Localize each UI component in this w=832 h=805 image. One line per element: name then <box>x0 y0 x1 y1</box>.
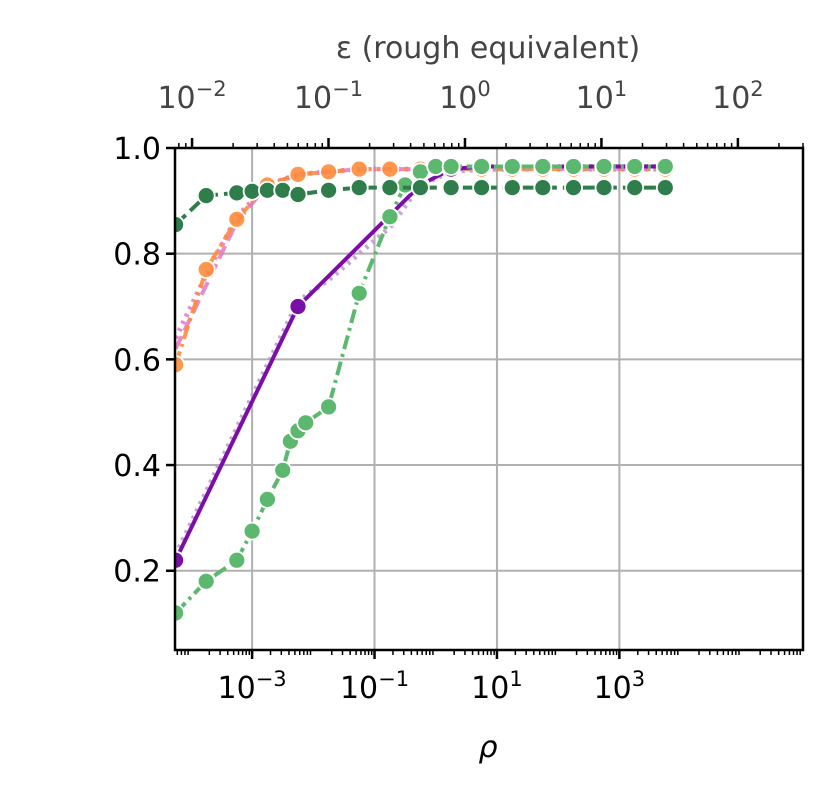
data-point <box>472 157 492 176</box>
data-point <box>502 157 522 176</box>
data-point <box>564 178 583 198</box>
data-point <box>564 157 583 176</box>
data-point <box>273 180 293 200</box>
data-point <box>296 413 316 433</box>
data-point <box>273 460 293 480</box>
data-point <box>227 209 247 229</box>
top-axis-title: ε (rough equivalent) <box>336 31 640 66</box>
data-point <box>625 157 645 176</box>
data-point <box>395 175 415 195</box>
data-point <box>257 489 277 509</box>
x-tick-label: 103 <box>594 667 646 706</box>
data-point <box>227 183 247 203</box>
plot-frame <box>173 146 805 652</box>
top-tick-label: 100 <box>439 77 491 116</box>
y-tick-label: 0.4 <box>113 449 161 484</box>
data-point <box>319 180 339 200</box>
y-tick-label: 0.8 <box>113 238 161 273</box>
data-point <box>319 397 339 417</box>
axes: 10−3 10−1 101 103 0.2 0.4 0.6 0.8 1.0 10−2 10−1 100… <box>113 77 804 706</box>
data-point <box>349 178 369 198</box>
data-point <box>227 550 247 570</box>
data-point <box>380 178 400 198</box>
series-5 <box>175 157 675 623</box>
x-tick-label: 10−3 <box>218 667 287 706</box>
y-tick-label: 0.6 <box>113 343 161 378</box>
data-point <box>441 178 461 198</box>
data-point <box>196 571 216 591</box>
series-layer <box>175 157 675 623</box>
data-point <box>655 157 675 176</box>
x-axis-title: ρ <box>478 730 497 765</box>
data-point <box>380 207 400 227</box>
data-point <box>533 157 553 176</box>
data-point <box>533 178 553 198</box>
data-point <box>426 157 446 176</box>
data-point <box>380 159 400 179</box>
data-point <box>196 186 216 206</box>
top-tick-label: 10−2 <box>157 77 226 116</box>
data-point <box>625 178 645 198</box>
series-6 <box>175 178 675 234</box>
data-point <box>472 178 492 198</box>
data-point <box>196 260 216 279</box>
data-point <box>288 164 308 184</box>
data-point <box>242 181 262 201</box>
top-tick-label: 102 <box>712 77 764 116</box>
data-point <box>441 157 461 176</box>
data-point <box>502 178 522 198</box>
data-point <box>349 159 369 179</box>
x-tick-label: 101 <box>471 667 523 706</box>
data-point <box>319 162 339 182</box>
top-tick-label: 10−1 <box>294 77 363 116</box>
top-tick-label: 101 <box>576 77 628 116</box>
y-tick-label: 0.2 <box>113 555 161 590</box>
data-point <box>410 178 430 198</box>
data-point <box>288 297 308 316</box>
y-tick-label: 1.0 <box>113 132 161 167</box>
data-point <box>594 157 614 176</box>
data-point <box>594 178 614 198</box>
x-tick-label: 10−1 <box>340 667 409 706</box>
data-point <box>242 521 262 541</box>
data-point <box>349 283 369 303</box>
data-point <box>288 185 308 204</box>
data-point <box>655 178 675 198</box>
